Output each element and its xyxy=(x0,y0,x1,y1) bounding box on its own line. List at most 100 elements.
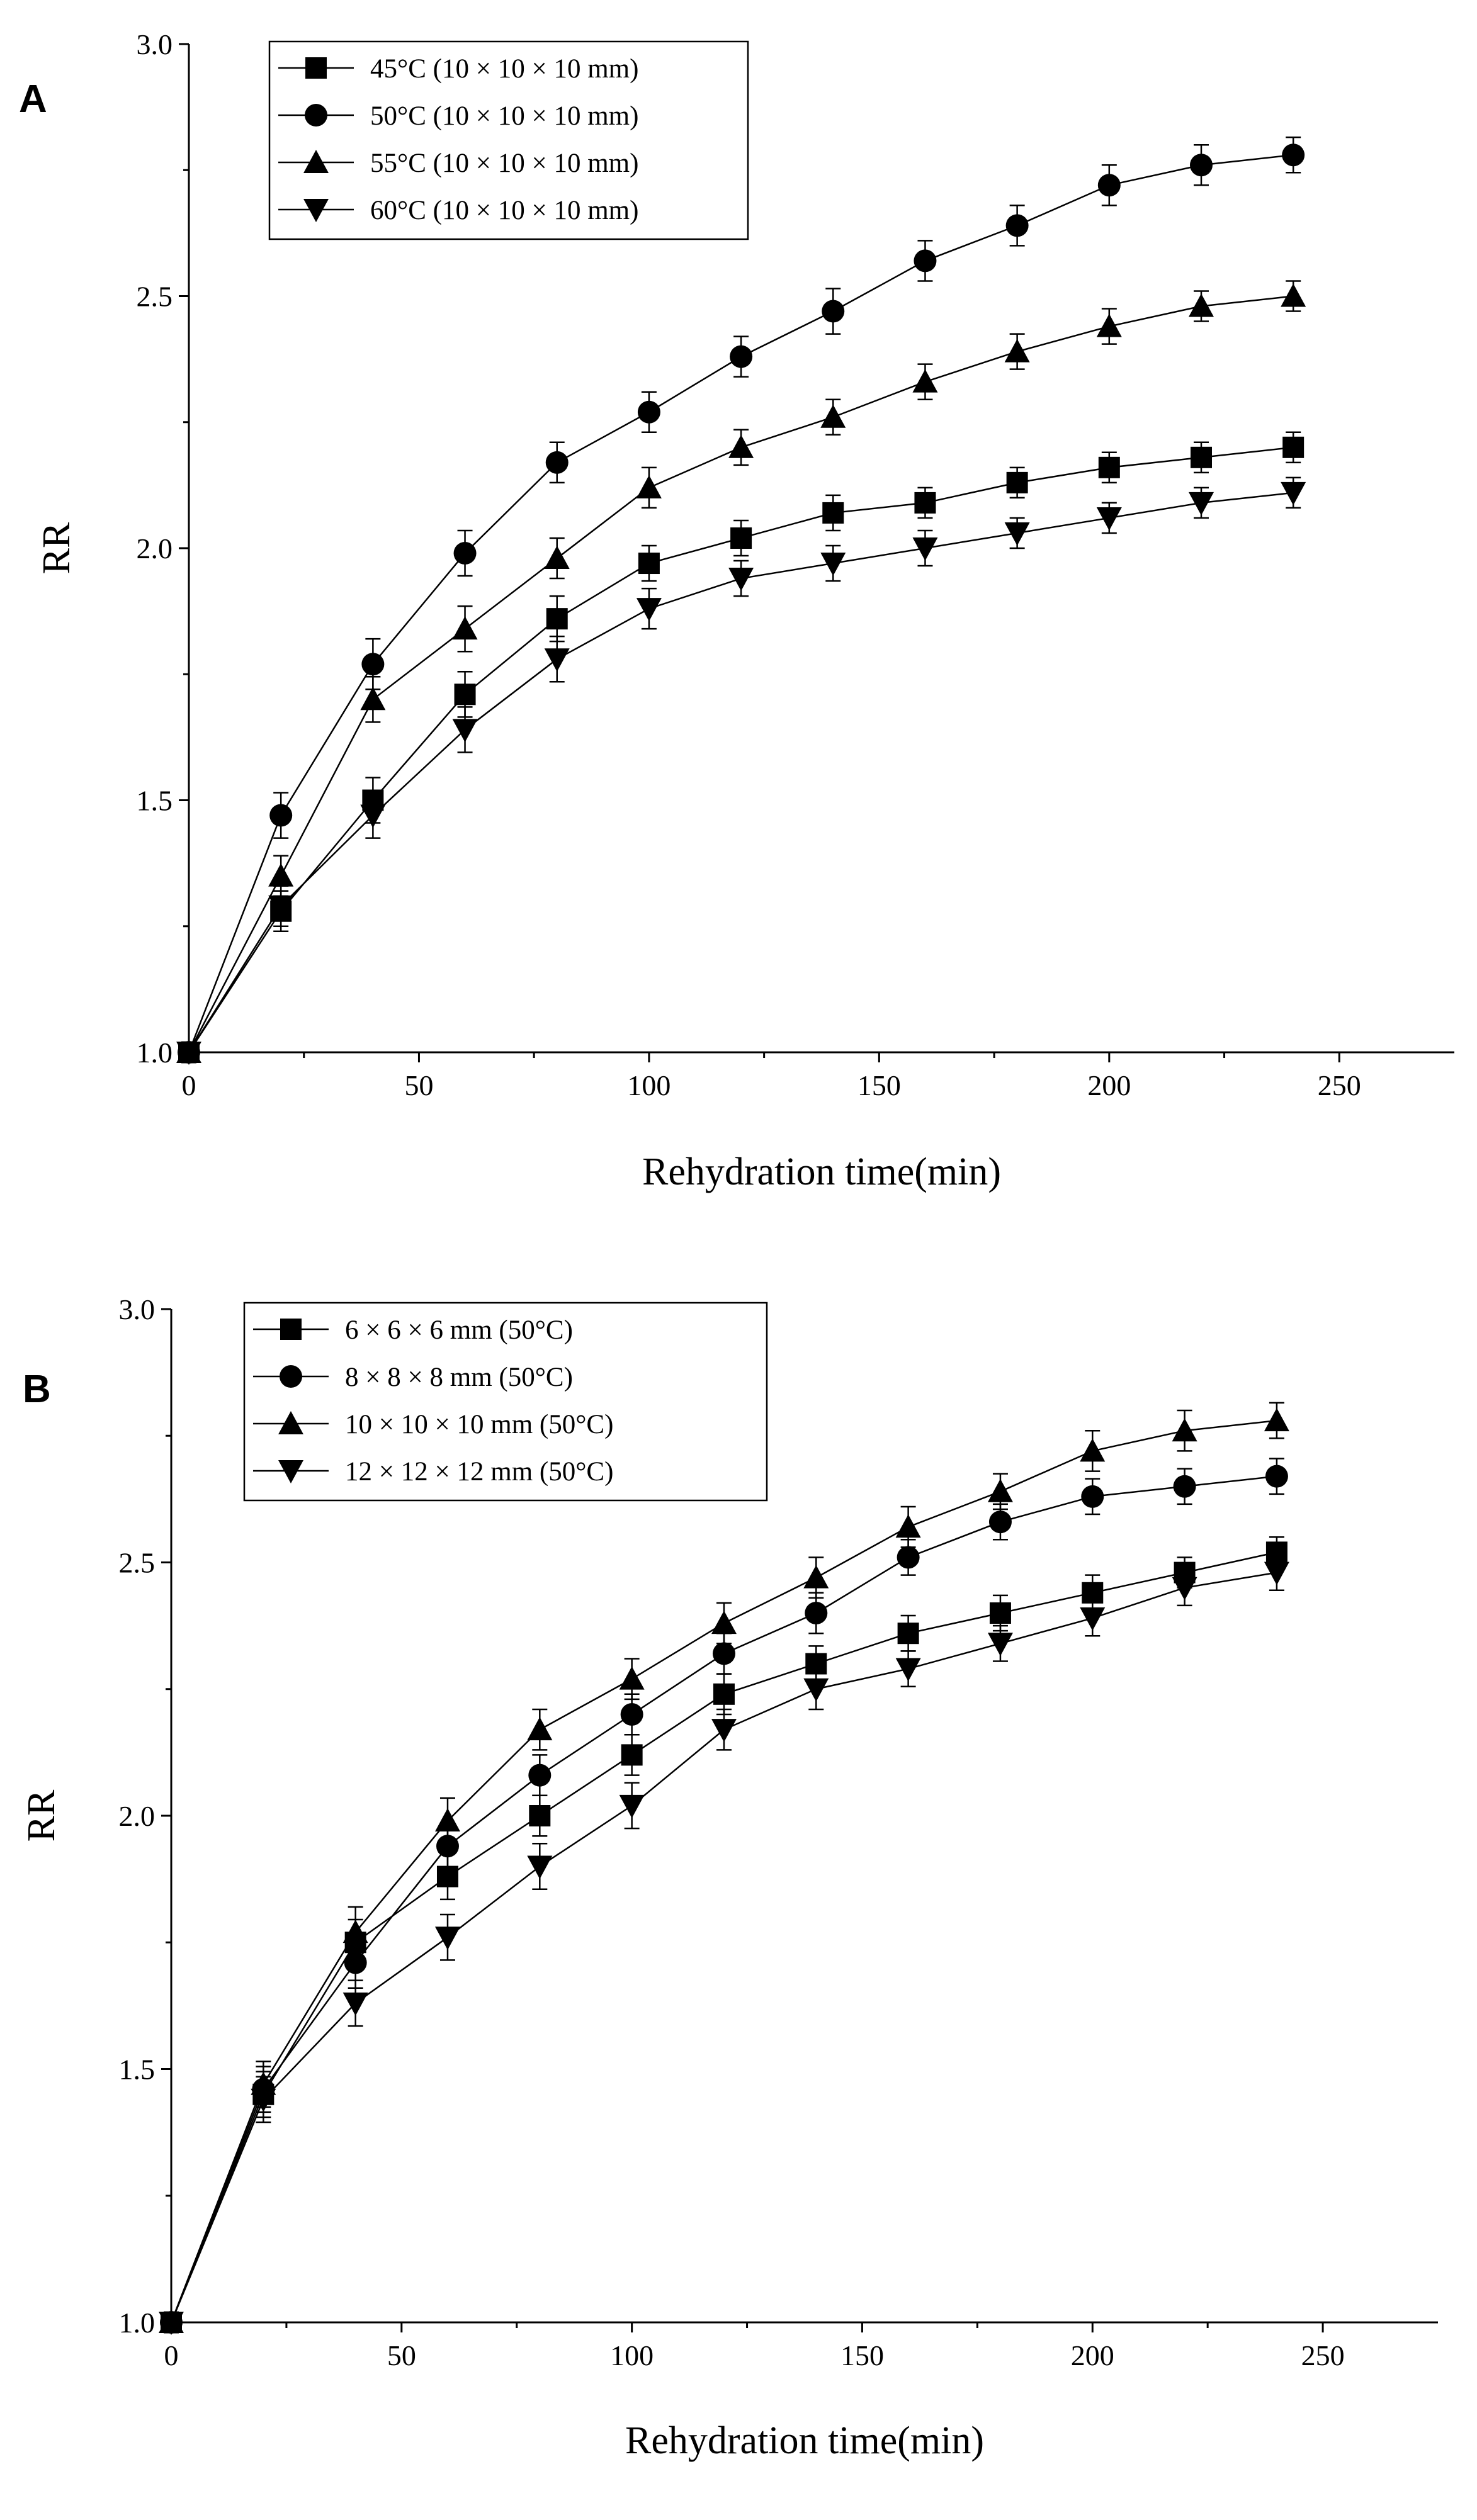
series-circle xyxy=(160,1458,1288,2334)
data-point xyxy=(268,863,294,887)
y-tick-label: 2.5 xyxy=(119,1547,156,1579)
data-point xyxy=(621,1744,643,1766)
x-tick-label: 100 xyxy=(627,1069,671,1101)
data-point xyxy=(730,345,753,368)
data-point xyxy=(1189,293,1214,317)
data-point xyxy=(822,502,844,524)
data-point xyxy=(897,1623,919,1645)
data-point xyxy=(711,1611,737,1634)
data-point xyxy=(619,1666,645,1690)
series-triangle-up xyxy=(159,1402,1289,2334)
data-point xyxy=(528,1763,552,1787)
data-point xyxy=(1282,143,1305,167)
data-point xyxy=(1281,481,1306,505)
legend-label: 45°C (10 × 10 × 10 mm) xyxy=(370,54,638,84)
data-point xyxy=(1006,471,1028,493)
x-tick-label: 0 xyxy=(164,2339,179,2371)
x-tick-label: 150 xyxy=(840,2339,884,2371)
data-point xyxy=(544,648,570,672)
data-point xyxy=(342,1992,368,2016)
legend-marker xyxy=(305,104,327,127)
data-point xyxy=(638,553,660,575)
data-point xyxy=(1096,313,1122,337)
data-point xyxy=(712,1642,735,1665)
data-point xyxy=(1264,1561,1289,1585)
data-point xyxy=(897,1546,920,1569)
series-line xyxy=(188,154,1294,1053)
x-axis-label: Rehydration time(min) xyxy=(642,1150,1001,1193)
data-point xyxy=(1172,1418,1197,1442)
data-point xyxy=(895,1514,921,1538)
data-point xyxy=(361,653,385,676)
y-tick-label: 2.5 xyxy=(137,281,173,313)
legend-label: 8 × 8 × 8 mm (50°C) xyxy=(345,1363,573,1392)
data-point xyxy=(452,719,478,743)
data-point xyxy=(636,598,662,622)
y-axis-label: RR xyxy=(20,1789,63,1842)
data-point xyxy=(637,400,660,424)
data-point xyxy=(1098,456,1120,478)
x-tick-label: 50 xyxy=(387,2339,416,2371)
legend-box xyxy=(268,40,749,240)
data-point xyxy=(895,1658,921,1682)
y-tick-label: 1.0 xyxy=(119,2307,156,2339)
data-point xyxy=(546,608,568,630)
series-triangle-down xyxy=(159,1554,1289,2335)
data-point xyxy=(803,1678,829,1702)
x-tick-label: 200 xyxy=(1071,2339,1114,2371)
chart-panel-b: 1.0 1.5 2.0 2.5 3.0 0 50 100 150 200 250 Rehydratio… xyxy=(20,1293,1438,2462)
data-point xyxy=(434,1808,460,1832)
x-tick-label: 100 xyxy=(610,2339,654,2371)
legend-label: 6 × 6 × 6 mm (50°C) xyxy=(345,1315,573,1345)
data-point xyxy=(1081,1485,1104,1508)
data-point xyxy=(1191,446,1212,468)
data-point xyxy=(820,404,846,428)
data-point xyxy=(987,1633,1013,1657)
data-point xyxy=(436,1835,459,1858)
legend-box xyxy=(243,1302,768,1502)
data-point xyxy=(159,2312,184,2335)
data-point xyxy=(1281,283,1306,307)
data-point xyxy=(989,1602,1011,1624)
data-point xyxy=(711,1719,737,1743)
data-point xyxy=(1264,1408,1289,1432)
y-tick-label: 1.5 xyxy=(119,2054,156,2086)
x-axis-label: Rehydration time(min) xyxy=(625,2419,984,2462)
series-line xyxy=(188,295,1294,1053)
legend-marker xyxy=(278,1460,303,1483)
legend-label: 55°C (10 × 10 × 10 mm) xyxy=(370,149,638,178)
data-point xyxy=(822,300,845,323)
data-point xyxy=(1265,1465,1288,1488)
x-tick-label: 250 xyxy=(1318,1069,1361,1101)
panel-letter-b: B xyxy=(23,1368,51,1411)
legend-label: 10 × 10 × 10 mm (50°C) xyxy=(345,1410,613,1439)
legend: 6 × 6 × 6 mm (50°C) 8 × 8 × 8 mm (50°C) 10… xyxy=(243,1302,768,1502)
data-point xyxy=(803,1565,829,1589)
x-tick-label: 150 xyxy=(857,1069,901,1101)
y-tick-label: 1.0 xyxy=(137,1037,173,1069)
data-point xyxy=(527,1855,553,1879)
data-point xyxy=(454,683,476,706)
legend-label: 60°C (10 × 10 × 10 mm) xyxy=(370,196,638,225)
panel-letter-a: A xyxy=(19,77,47,121)
data-point xyxy=(988,1510,1012,1534)
data-point xyxy=(1005,214,1029,237)
data-point xyxy=(1172,1577,1197,1600)
data-point xyxy=(1190,154,1213,177)
data-point xyxy=(452,616,478,640)
data-point xyxy=(1004,522,1030,546)
y-axis-label: RR xyxy=(35,522,78,574)
data-point xyxy=(251,2088,276,2112)
legend-marker xyxy=(278,1411,303,1434)
data-point xyxy=(453,542,477,565)
data-point xyxy=(728,434,754,458)
data-point xyxy=(360,687,386,711)
data-point xyxy=(728,568,754,592)
legend-marker xyxy=(280,1365,302,1388)
chart-panel-a: 1.0 1.5 2.0 2.5 3.0 0 50 100 150 200 250 Rehydratio… xyxy=(35,28,1454,1193)
data-point xyxy=(545,451,569,474)
legend-label: 12 × 12 × 12 mm (50°C) xyxy=(345,1457,613,1487)
data-point xyxy=(636,475,662,498)
data-point xyxy=(619,1794,645,1818)
data-point xyxy=(912,369,938,393)
